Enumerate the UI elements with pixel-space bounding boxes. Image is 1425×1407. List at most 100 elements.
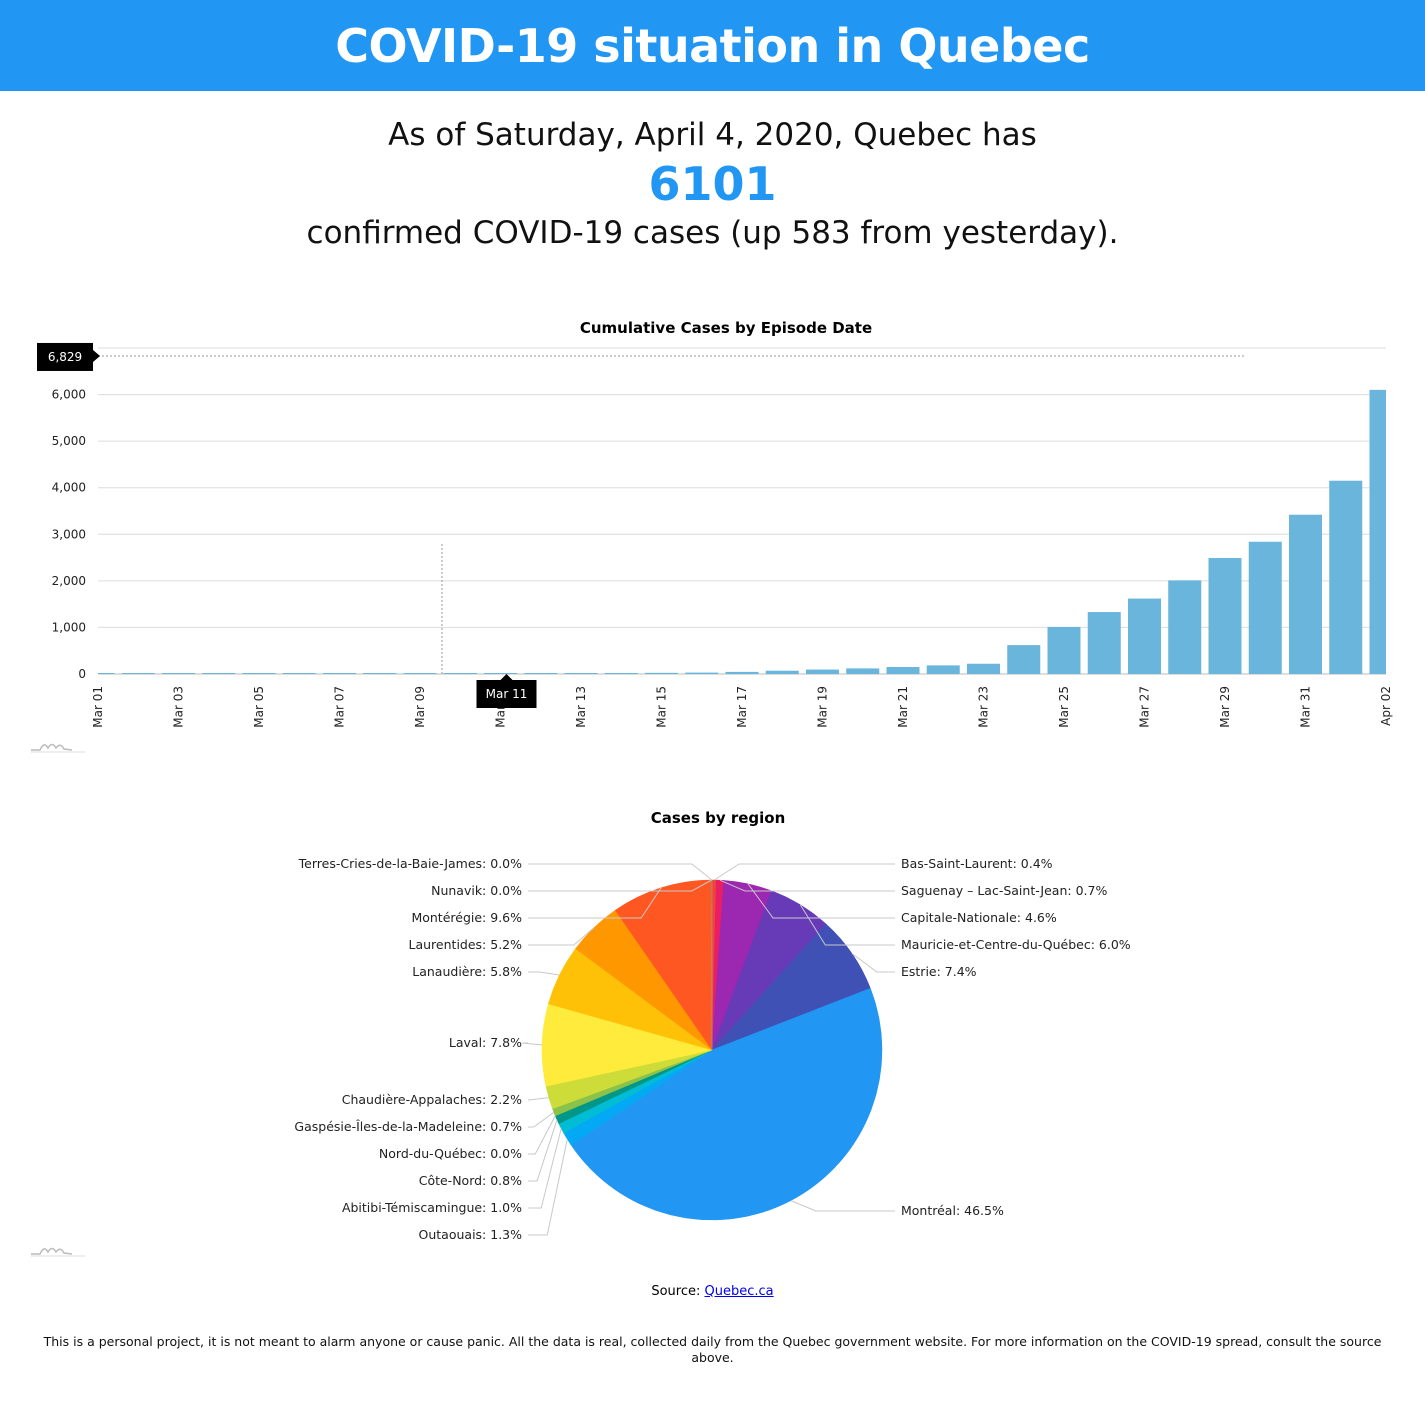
pie-label: Estrie: 7.4%	[901, 964, 977, 979]
header-banner: COVID-19 situation in Quebec	[0, 0, 1425, 91]
x-tick-label: Mar 13	[574, 686, 588, 728]
bar[interactable]	[1248, 541, 1282, 674]
x-tick-label: Mar 31	[1299, 686, 1313, 728]
label-connector	[851, 953, 895, 973]
y-tick-label: 3,000	[52, 527, 86, 541]
bar[interactable]	[202, 673, 236, 674]
bar[interactable]	[1007, 645, 1041, 674]
bar[interactable]	[121, 673, 155, 674]
bar[interactable]	[322, 673, 357, 674]
x-tick-label: Mar 21	[896, 686, 910, 728]
x-tick-label: Mar 09	[413, 686, 427, 728]
bar[interactable]	[846, 668, 880, 674]
source-label: Source:	[651, 1284, 701, 1299]
pie-label: Gaspésie-Îles-de-la-Madeleine: 0.7%	[294, 1119, 522, 1134]
summary-line-2: confirmed COVID-19 cases (up 583 from ye…	[306, 215, 1119, 251]
bar[interactable]	[524, 673, 558, 674]
bar[interactable]	[926, 665, 960, 674]
source-link[interactable]: Quebec.ca	[704, 1284, 774, 1299]
pie-label: Saguenay – Lac-Saint-Jean: 0.7%	[901, 883, 1107, 898]
bar[interactable]	[1168, 580, 1202, 674]
bar[interactable]	[966, 663, 1001, 674]
summary: As of Saturday, April 4, 2020, Quebec ha…	[0, 112, 1425, 256]
bar[interactable]	[1329, 480, 1363, 674]
bar[interactable]	[1087, 612, 1121, 674]
pie-label: Outaouais: 1.3%	[419, 1227, 523, 1242]
label-connector	[528, 971, 560, 976]
chart-title: Cases by region	[651, 809, 786, 827]
x-tick-label: Mar 03	[172, 686, 186, 728]
x-tick-label: Mar 05	[252, 686, 266, 728]
bar[interactable]	[685, 672, 719, 674]
bar[interactable]	[98, 673, 115, 674]
y-tick-label: 0	[78, 667, 86, 681]
pie-label: Montérégie: 9.6%	[411, 910, 522, 925]
pie-label: Côte-Nord: 0.8%	[419, 1173, 522, 1188]
bar[interactable]	[644, 672, 679, 674]
bar[interactable]	[363, 673, 397, 674]
pie-label: Nord-du-Québec: 0.0%	[379, 1146, 522, 1161]
bar[interactable]	[765, 670, 799, 674]
bar[interactable]	[564, 673, 598, 674]
y-tick-label: 5,000	[52, 434, 86, 448]
bar[interactable]	[1208, 558, 1242, 674]
label-connector	[528, 863, 713, 881]
pie-label: Chaudière-Appalaches: 2.2%	[342, 1092, 522, 1107]
bar[interactable]	[403, 673, 437, 674]
x-tick-label: Mar 23	[977, 686, 991, 728]
label-connector	[747, 883, 895, 919]
label-connector	[528, 879, 712, 892]
total-cases: 6101	[648, 157, 777, 211]
label-connector	[528, 1128, 562, 1209]
y-crosshair-badge	[37, 342, 93, 371]
label-connector	[528, 927, 595, 946]
pie-label: Montréal: 46.5%	[901, 1203, 1004, 1218]
pie-labels: Bas-Saint-Laurent: 0.4% Saguenay – Lac-Sa…	[294, 856, 1130, 1242]
bar[interactable]	[443, 673, 477, 674]
label-connector	[790, 1200, 895, 1212]
label-connector	[528, 1115, 556, 1155]
disclaimer: This is a personal project, it is not me…	[43, 1334, 1382, 1365]
bar[interactable]	[1369, 389, 1386, 674]
cumulative-cases-chart[interactable]: Cumulative Cases by Episode Date 0 1,000 2…	[0, 300, 1425, 760]
y-tick-label: 1,000	[52, 620, 86, 634]
x-tick-label: Mar 27	[1138, 686, 1152, 728]
chart-logo-icon	[31, 743, 85, 753]
bar[interactable]	[242, 673, 276, 674]
bar[interactable]	[1127, 598, 1162, 674]
x-axis: Mar 01 Mar 03 Mar 05 Mar 07 Mar 09 Mar 11 Mar …	[91, 686, 1393, 728]
page-title: COVID-19 situation in Quebec	[335, 18, 1090, 73]
x-crosshair-badge	[476, 680, 537, 708]
pie-slices	[541, 879, 883, 1221]
bar[interactable]	[483, 673, 518, 674]
chart-title: Cumulative Cases by Episode Date	[580, 319, 872, 337]
label-connector	[528, 1119, 558, 1182]
bar[interactable]	[725, 671, 759, 674]
pie-label: Laval: 7.8%	[449, 1035, 522, 1050]
y-crosshair-pointer	[93, 349, 100, 362]
label-connector	[719, 879, 895, 892]
x-crosshair-pointer	[500, 674, 513, 680]
bar[interactable]	[805, 669, 840, 674]
bar[interactable]	[161, 673, 196, 674]
label-connector	[522, 1042, 543, 1046]
pie-label: Lanaudière: 5.8%	[412, 964, 522, 979]
x-tick-label: Mar 07	[333, 686, 347, 728]
pie-label: Mauricie-et-Centre-du-Québec: 6.0%	[901, 937, 1131, 952]
summary-line-1: As of Saturday, April 4, 2020, Quebec ha…	[388, 117, 1037, 153]
label-connector	[528, 1139, 568, 1236]
pie-label: Bas-Saint-Laurent: 0.4%	[901, 856, 1053, 871]
cases-by-region-chart[interactable]: Cases by region Bas-Saint-Laurent: 0.4% S…	[0, 800, 1425, 1260]
bar[interactable]	[1047, 626, 1081, 674]
bar[interactable]	[1288, 514, 1323, 674]
bar[interactable]	[886, 667, 920, 674]
label-connector	[799, 904, 895, 946]
bar[interactable]	[282, 673, 316, 674]
y-tick-label: 6,000	[52, 388, 86, 402]
x-tick-label: Mar 25	[1057, 686, 1071, 728]
label-connector	[528, 887, 662, 919]
pie-label: Abitibi-Témiscamingue: 1.0%	[342, 1200, 522, 1215]
x-tick-label: Mar 15	[655, 686, 669, 728]
bar[interactable]	[604, 672, 638, 674]
